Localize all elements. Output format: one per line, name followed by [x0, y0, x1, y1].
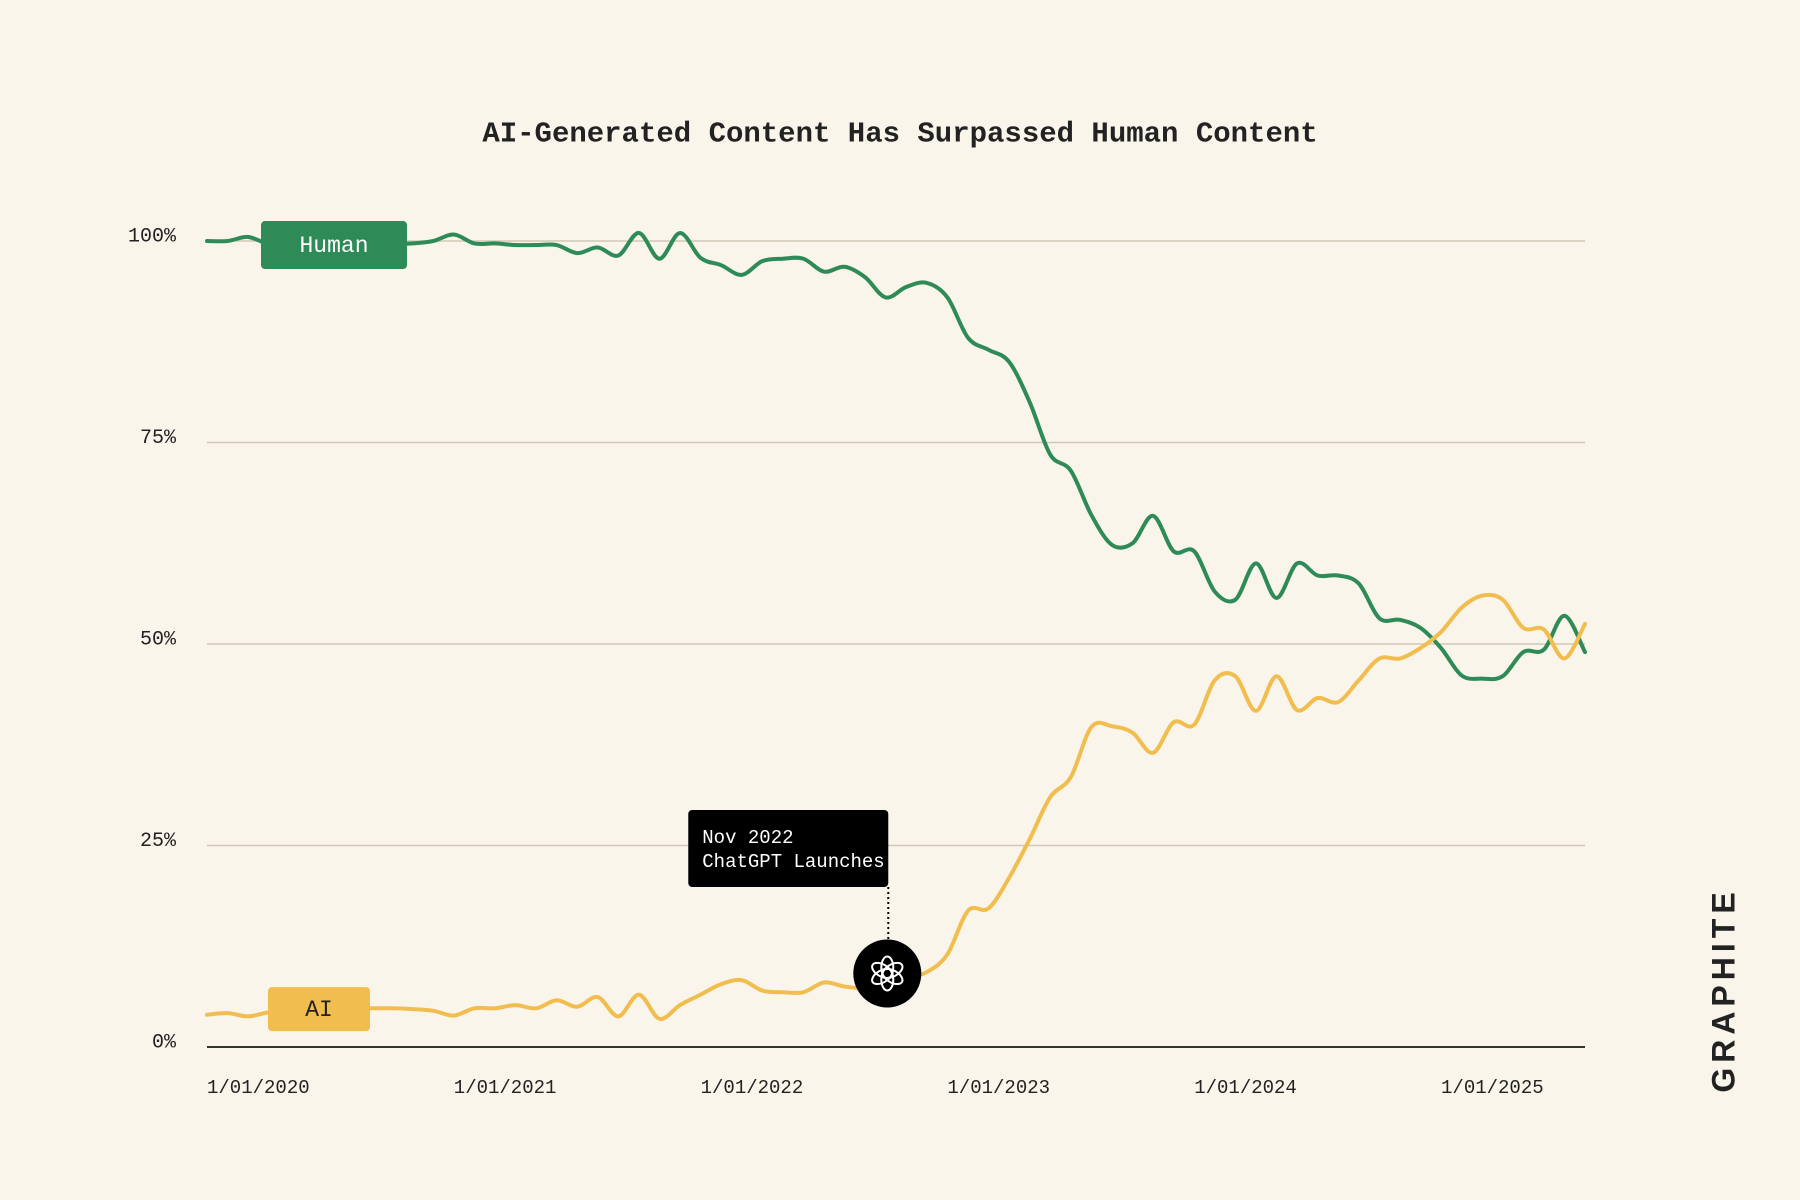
legend-item: AI	[268, 987, 370, 1032]
annotation-label: Nov 2022	[702, 827, 793, 849]
legend-box	[268, 987, 370, 1032]
legend-item: Human	[261, 221, 407, 270]
annotation-box	[688, 810, 889, 887]
x-tick-label: 1/01/2023	[947, 1077, 1050, 1099]
y-tick-label: 25%	[140, 830, 177, 853]
y-tick-label: 50%	[140, 628, 177, 651]
legend-label: Human	[299, 233, 368, 259]
chart-title: AI-Generated Content Has Surpassed Human…	[482, 118, 1317, 151]
y-tick-label: 100%	[128, 225, 177, 248]
x-tick-label: 1/01/2024	[1194, 1077, 1297, 1099]
annotation-text: ChatGPT Launches	[702, 851, 884, 873]
legend-box	[261, 221, 407, 270]
y-tick-label: 75%	[140, 427, 177, 450]
y-tick-label: 0%	[152, 1031, 177, 1054]
annotation-marker	[853, 939, 922, 1008]
x-tick-label: 1/01/2025	[1441, 1077, 1544, 1099]
legend-label: AI	[305, 997, 333, 1023]
x-tick-label: 1/01/2020	[207, 1077, 310, 1099]
logo-petal	[871, 961, 894, 980]
brand: GRAPHITE	[1705, 887, 1741, 1092]
x-tick-label: 1/01/2022	[701, 1077, 804, 1099]
x-tick-label: 1/01/2021	[454, 1077, 557, 1099]
line	[205, 230, 1587, 682]
